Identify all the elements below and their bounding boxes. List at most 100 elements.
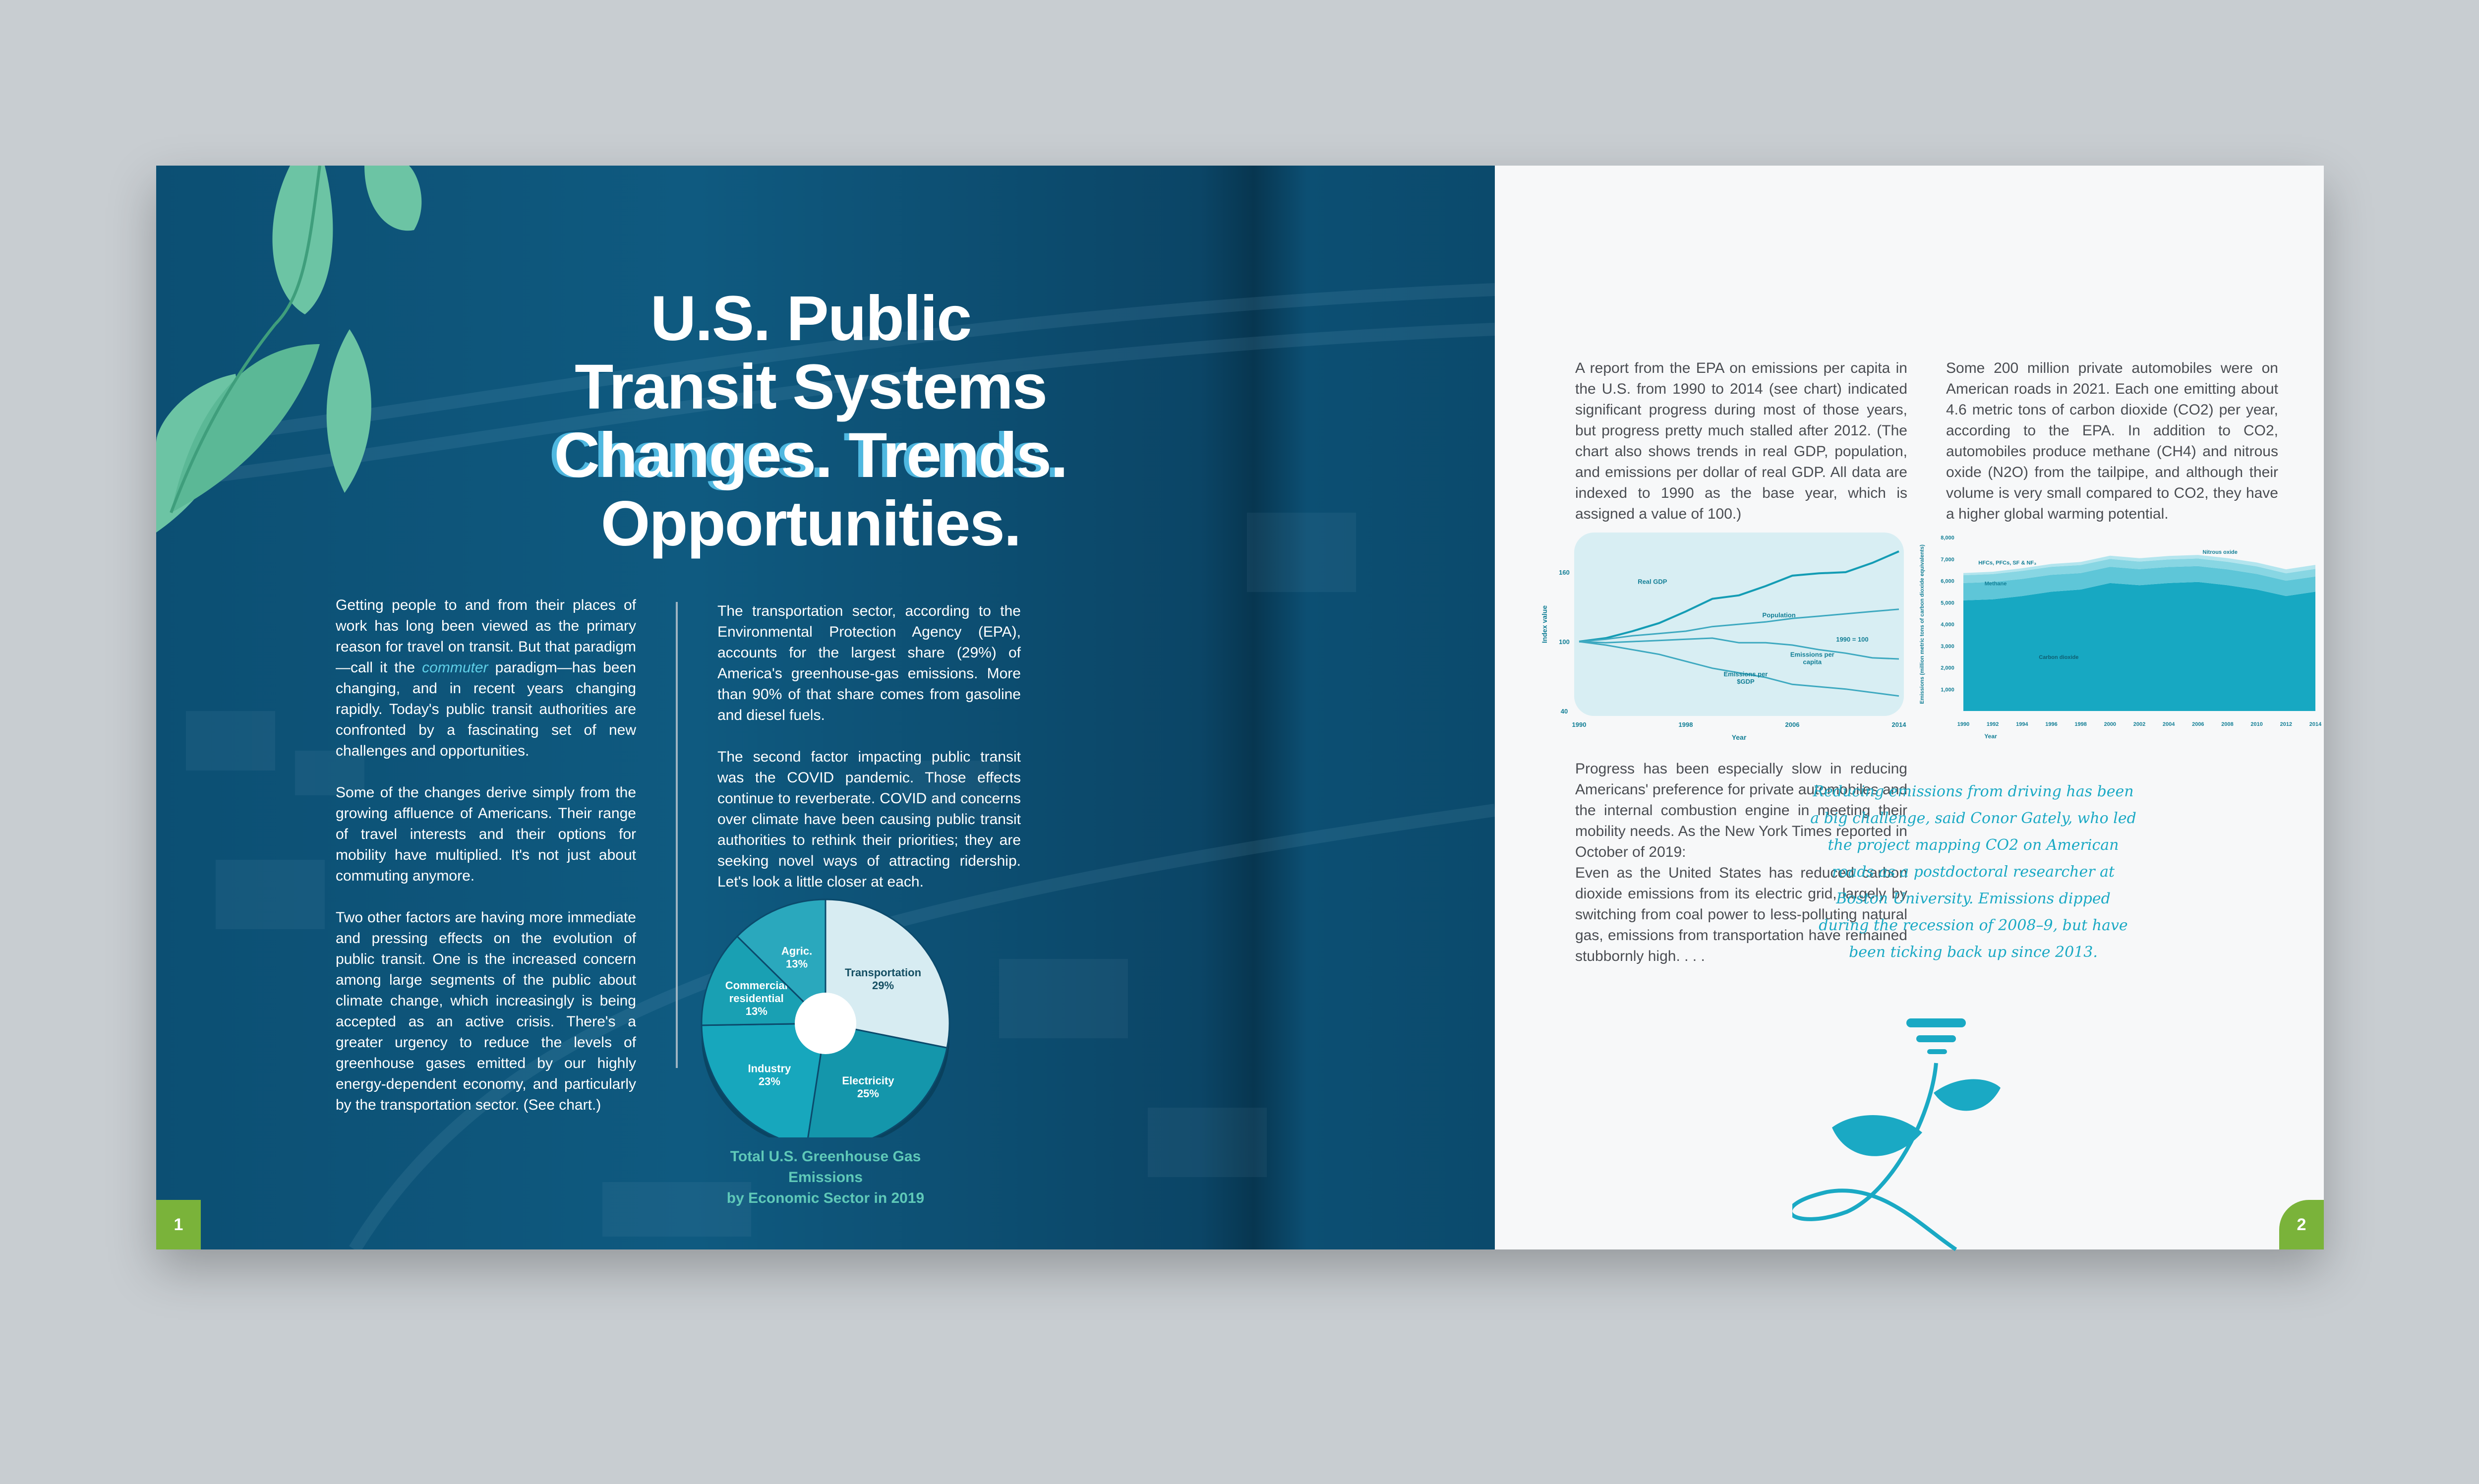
pie-center-hole	[795, 993, 856, 1054]
area-x-tick: 2010	[2250, 721, 2262, 727]
pie-slice-label: Commercial	[725, 979, 788, 992]
area-x-tick: 2008	[2221, 721, 2233, 727]
pie-slice-label: Industry	[748, 1063, 792, 1075]
pie-slice	[736, 898, 826, 1025]
pie-slice-label: residential	[729, 992, 784, 1005]
area-series	[1963, 582, 2315, 711]
magazine-spread: U.S. Public Transit Systems Changes. Tre…	[156, 166, 2324, 1251]
right-paragraph-1: A report from the EPA on emissions per c…	[1575, 360, 1907, 522]
leaf-decoration	[156, 166, 422, 533]
area-x-tick: 2006	[2192, 721, 2204, 727]
emissions-area-chart: HFCs, PFCs, SF & NF₃ Methane Nitrous oxide…	[1919, 535, 2322, 740]
pie-caption-line-1: Total U.S. Greenhouse Gas Emissions	[730, 1148, 921, 1186]
left-page: U.S. Public Transit Systems Changes. Tre…	[156, 166, 1495, 1249]
area-x-tick: 1992	[1987, 721, 1999, 727]
line-series-label: Emissions per	[1790, 651, 1834, 658]
area-y-tick: 3,000	[1941, 644, 1954, 650]
line-x-axis-label: Year	[1732, 733, 1747, 741]
pie-caption: Total U.S. Greenhouse Gas Emissions by E…	[702, 1146, 949, 1209]
pie-slice	[825, 898, 950, 1049]
line-series-label: capita	[1803, 658, 1822, 665]
area-y-tick: 1,000	[1941, 687, 1954, 693]
middle-paragraph-1: The transportation sector, according to …	[717, 603, 1021, 723]
line-x-tick: 1990	[1572, 721, 1587, 728]
right-paragraph-2b: Even as the United States has reduced ca…	[1575, 865, 1907, 964]
plant-sprout-illustration	[1792, 1018, 2001, 1251]
line-series-label: $GDP	[1737, 678, 1755, 685]
left-paragraph-1: Getting people to and from their places …	[336, 597, 636, 759]
line-y-tick: 40	[1561, 708, 1568, 715]
area-y-tick: 2,000	[1941, 665, 1954, 671]
pie-slice-value: 29%	[872, 979, 894, 992]
line-y-tick: 100	[1559, 638, 1570, 646]
title-line-2: Transit Systems	[575, 352, 1048, 422]
area-x-tick: 2004	[2163, 721, 2175, 727]
line-series	[1579, 550, 1899, 643]
area-label: Nitrous oxide	[2203, 549, 2238, 555]
right-paragraph-3: Some 200 million private automobiles wer…	[1946, 360, 2278, 522]
area-label: Methane	[1985, 581, 2007, 587]
line-series-label: Real GDP	[1638, 578, 1667, 585]
page-number-left: 1	[156, 1200, 201, 1249]
area-x-tick: 1998	[2074, 721, 2086, 727]
right-text-column-2: Some 200 million private automobiles wer…	[1946, 358, 2278, 525]
pie-slice-label: Transportation	[845, 966, 921, 979]
pie-slice	[807, 1022, 948, 1137]
pie-slice-label: Agric.	[781, 945, 812, 957]
area-y-tick: 7,000	[1941, 557, 1954, 563]
area-series	[1963, 566, 2315, 600]
area-x-tick: 2014	[2309, 721, 2322, 727]
title-line-4: Opportunities.	[600, 488, 1022, 559]
middle-text-column: The transportation sector, according to …	[717, 601, 1021, 913]
column-divider	[676, 602, 678, 1068]
right-text-column-1b: Progress has been especially slow in red…	[1575, 759, 1907, 967]
area-y-axis-label: Emissions (million metric tons of carbon…	[1919, 544, 1925, 704]
area-y-tick: 4,000	[1941, 622, 1954, 628]
pie-slice-value: 25%	[857, 1087, 879, 1100]
pie-slice	[701, 1022, 826, 1137]
title-line-3: Changes. Trends.	[554, 420, 1068, 491]
area-y-tick: 8,000	[1941, 535, 1954, 541]
area-y-tick: 5,000	[1941, 600, 1954, 606]
line-x-tick: 2006	[1785, 721, 1800, 728]
area-series	[1963, 558, 2315, 583]
area-y-tick: 6,000	[1941, 579, 1954, 585]
area-x-tick: 1990	[1957, 721, 1969, 727]
line-x-tick: 1998	[1679, 721, 1693, 728]
area-x-axis-label: Year	[1984, 733, 1997, 740]
area-x-tick: 2002	[2133, 721, 2145, 727]
middle-paragraph-2: The second factor impacting public trans…	[717, 749, 1021, 890]
area-x-tick: 2000	[2104, 721, 2116, 727]
line-chart-annotation: 1990 = 100	[1836, 636, 1868, 643]
commuter-highlight: commuter	[422, 659, 488, 676]
area-x-tick: 1994	[2016, 721, 2028, 727]
area-label: HFCs, PFCs, SF & NF₃	[1978, 560, 2036, 566]
right-text-column-1: A report from the EPA on emissions per c…	[1575, 358, 1907, 525]
area-x-tick: 1996	[2045, 721, 2057, 727]
pie-caption-line-2: by Economic Sector in 2019	[726, 1190, 925, 1206]
area-series	[1963, 555, 2315, 576]
left-paragraph-2: Some of the changes derive simply from t…	[336, 784, 636, 884]
pie-slice-value: 23%	[759, 1075, 780, 1088]
area-x-tick: 2012	[2280, 721, 2292, 727]
line-y-tick: 160	[1559, 569, 1570, 576]
page-title: U.S. Public Transit Systems Changes. Tre…	[464, 285, 1158, 558]
line-series	[1579, 608, 1899, 643]
left-text-column: Getting people to and from their places …	[336, 595, 636, 1136]
title-line-1: U.S. Public	[650, 283, 972, 354]
line-series	[1579, 637, 1899, 660]
pie-slice-label: Electricity	[842, 1074, 894, 1087]
area-label: Carbon dioxide	[2039, 654, 2078, 660]
line-series-label: Population	[1763, 611, 1796, 619]
line-x-tick: 2014	[1892, 721, 1907, 728]
pie-slice	[701, 935, 827, 1026]
line-y-axis-label: Index value	[1540, 605, 1548, 643]
right-paragraph-2a: Progress has been especially slow in red…	[1575, 761, 1907, 860]
left-paragraph-3: Two other factors are having more immedi…	[336, 909, 636, 1113]
city-background-texture	[156, 166, 1495, 1249]
pie-slice-value: 13%	[746, 1005, 767, 1017]
pull-quote: Reducing emissions from driving has been…	[1810, 783, 2136, 961]
pie-slice-value: 13%	[786, 958, 808, 970]
